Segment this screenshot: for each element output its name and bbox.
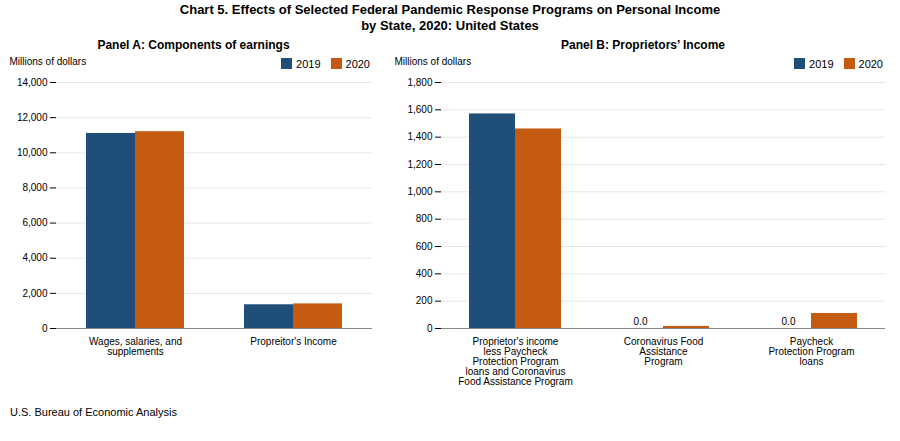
svg-text:0: 0 bbox=[427, 323, 433, 334]
svg-text:Proprietor's incomeless Payche: Proprietor's incomeless PaycheckProtecti… bbox=[458, 336, 573, 387]
svg-text:PaycheckProtection Programloan: PaycheckProtection Programloans bbox=[768, 336, 854, 367]
html-text:Panel B: Proprietors’ Income: Panel B: Proprietors’ Income bbox=[561, 38, 725, 52]
svg-text:Millions of dollars: Millions of dollars bbox=[395, 56, 472, 67]
svg-text:Millions of dollars: Millions of dollars bbox=[10, 56, 87, 67]
html-text:2019: 2019 bbox=[296, 58, 321, 70]
svg-text:4,000: 4,000 bbox=[22, 252, 47, 263]
html-text:2020: 2020 bbox=[858, 58, 883, 70]
svg-text:14,000: 14,000 bbox=[17, 77, 48, 88]
svg-text:800: 800 bbox=[416, 213, 433, 224]
html-text:Panel A: Components of earning: Panel A: Components of earnings bbox=[97, 38, 290, 52]
svg-text:400: 400 bbox=[416, 268, 433, 279]
svg-text:1,600: 1,600 bbox=[407, 104, 432, 115]
svg-text:10,000: 10,000 bbox=[17, 147, 48, 158]
svg-text:Propreitor's Income: Propreitor's Income bbox=[250, 336, 337, 347]
svg-text:12,000: 12,000 bbox=[17, 112, 48, 123]
html-text:2020: 2020 bbox=[345, 58, 370, 70]
svg-text:Wages, salaries, andsupplement: Wages, salaries, andsupplements bbox=[89, 336, 182, 357]
svg-text:2,000: 2,000 bbox=[22, 288, 47, 299]
html-text:Chart 5. Effects of Selected F: Chart 5. Effects of Selected Federal Pan… bbox=[179, 2, 721, 33]
svg-text:1,800: 1,800 bbox=[407, 77, 432, 88]
svg-text:8,000: 8,000 bbox=[22, 182, 47, 193]
svg-text:1,200: 1,200 bbox=[407, 159, 432, 170]
svg-text:0.0: 0.0 bbox=[634, 316, 648, 327]
svg-text:200: 200 bbox=[416, 295, 433, 306]
html-text:U.S. Bureau of Economic Analys: U.S. Bureau of Economic Analysis bbox=[10, 406, 177, 418]
svg-text:1,400: 1,400 bbox=[407, 131, 432, 142]
svg-text:600: 600 bbox=[416, 241, 433, 252]
svg-text:6,000: 6,000 bbox=[22, 217, 47, 228]
svg-text:0: 0 bbox=[42, 323, 48, 334]
svg-text:0.0: 0.0 bbox=[782, 316, 796, 327]
html-text:2019: 2019 bbox=[809, 58, 834, 70]
svg-text:Coronavirus FoodAssistanceProg: Coronavirus FoodAssistanceProgram bbox=[624, 336, 703, 367]
svg-text:1,000: 1,000 bbox=[407, 186, 432, 197]
